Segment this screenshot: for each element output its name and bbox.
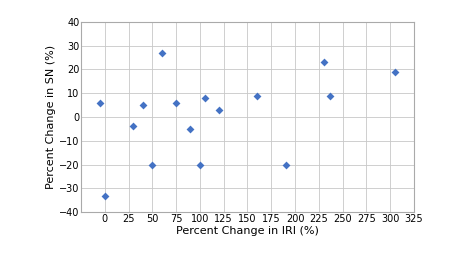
Point — [96, 100, 104, 105]
Point — [139, 103, 146, 107]
Point — [172, 100, 180, 105]
Point — [196, 162, 203, 167]
Point — [392, 70, 399, 74]
Point — [327, 93, 334, 98]
Point — [149, 162, 156, 167]
Point — [282, 162, 289, 167]
Point — [201, 96, 208, 100]
Point — [320, 60, 327, 64]
Point — [101, 193, 108, 198]
Y-axis label: Percent Change in SN (%): Percent Change in SN (%) — [46, 45, 56, 189]
Point — [253, 93, 261, 98]
Point — [187, 127, 194, 131]
Point — [216, 108, 223, 112]
Point — [130, 124, 137, 129]
Point — [158, 51, 166, 55]
X-axis label: Percent Change in IRI (%): Percent Change in IRI (%) — [176, 226, 319, 236]
